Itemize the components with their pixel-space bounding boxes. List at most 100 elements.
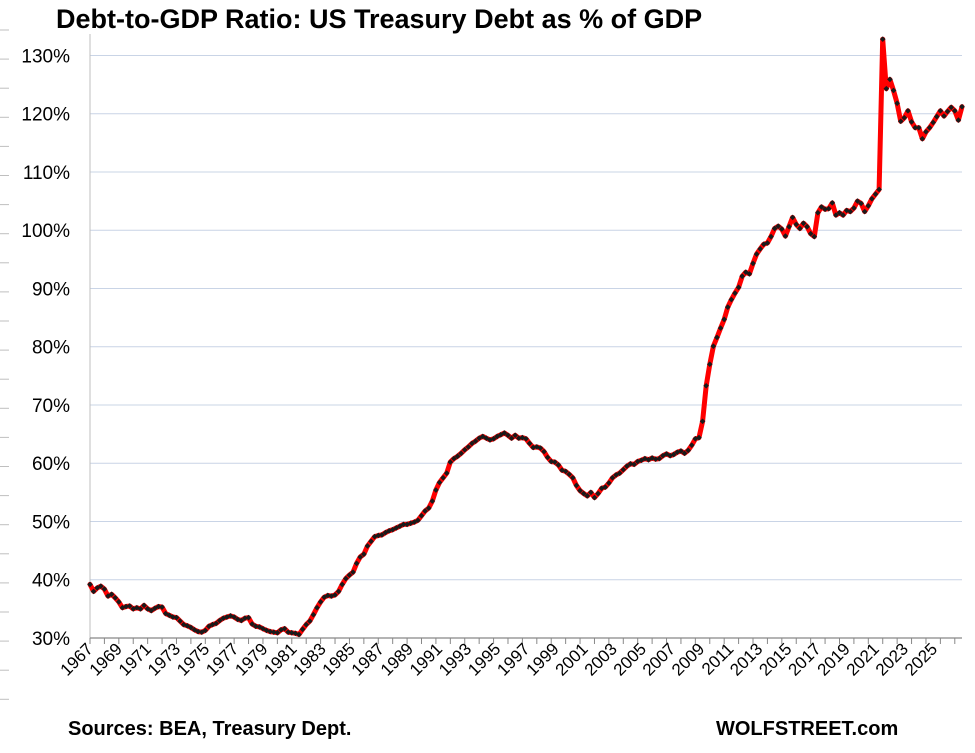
data-point: [750, 260, 756, 267]
data-point: [245, 614, 252, 621]
data-point: [876, 186, 882, 193]
data-point: [465, 444, 472, 450]
data-point: [87, 581, 93, 588]
data-point: [858, 200, 864, 207]
data-point: [861, 208, 868, 215]
data-point: [515, 435, 522, 442]
data-point: [195, 628, 201, 635]
data-point: [609, 474, 616, 481]
data-point: [461, 447, 468, 453]
data-point: [577, 487, 583, 494]
data-point: [433, 487, 439, 493]
data-point: [739, 273, 746, 280]
data-point: [555, 462, 562, 468]
data-point: [681, 450, 688, 457]
data-point: [944, 108, 951, 115]
data-point: [616, 470, 623, 476]
x-tick-label: 2021: [843, 639, 883, 679]
y-tick-label: 40%: [32, 571, 70, 592]
data-point: [141, 602, 147, 609]
data-point: [530, 444, 537, 451]
data-point: [314, 604, 320, 611]
data-point: [912, 124, 918, 131]
data-point: [324, 592, 331, 599]
data-point: [789, 214, 796, 221]
data-point: [901, 114, 908, 121]
data-point: [296, 631, 302, 638]
data-point: [786, 223, 792, 230]
x-tick-label: 1993: [435, 639, 475, 679]
data-point: [213, 620, 219, 627]
x-tick-label: 1985: [319, 639, 359, 679]
x-tick-label: 2023: [872, 639, 912, 679]
data-point: [652, 456, 659, 462]
x-tick-label: 2013: [726, 639, 766, 679]
data-point: [335, 588, 342, 595]
data-point: [306, 618, 313, 624]
data-point: [764, 240, 771, 246]
data-point: [90, 588, 97, 595]
data-point: [159, 604, 165, 610]
data-point: [620, 466, 627, 473]
data-point: [887, 76, 893, 83]
x-tick-label: 1979: [231, 639, 271, 679]
data-point: [631, 461, 637, 468]
data-point: [890, 87, 897, 94]
data-point: [242, 615, 248, 622]
data-point: [854, 198, 861, 204]
data-point: [602, 484, 609, 490]
data-point: [793, 221, 800, 228]
data-point: [541, 448, 547, 455]
data-point: [915, 124, 922, 131]
data-point: [591, 494, 598, 501]
data-point: [724, 304, 731, 310]
y-tick-label: 110%: [23, 163, 70, 184]
data-point: [570, 474, 576, 481]
data-point: [177, 618, 183, 624]
data-point: [825, 205, 832, 212]
x-tick-label: 1997: [493, 639, 533, 679]
data-point: [350, 569, 356, 576]
data-point: [800, 220, 807, 227]
data-point: [624, 463, 630, 469]
data-point: [930, 119, 937, 126]
data-point: [537, 445, 544, 451]
data-point: [905, 107, 911, 114]
data-point: [526, 440, 533, 447]
data-point: [472, 438, 479, 444]
chart-title: Debt-to-GDP Ratio: US Treasury Debt as %…: [56, 4, 703, 34]
x-tick-label: 2011: [698, 639, 737, 678]
data-point: [443, 470, 450, 476]
data-point: [123, 603, 129, 610]
data-point: [422, 508, 428, 514]
x-tick-label: 1969: [86, 639, 126, 679]
data-point: [137, 606, 144, 612]
data-point: [656, 455, 663, 462]
y-tick-label: 90%: [32, 279, 70, 300]
data-point: [580, 490, 587, 497]
data-point: [865, 202, 872, 209]
data-point: [436, 479, 443, 486]
data-point: [955, 117, 962, 123]
x-tick-label: 1995: [464, 639, 504, 679]
data-point: [548, 458, 555, 465]
data-point: [923, 128, 929, 135]
data-point: [115, 599, 122, 605]
data-point: [469, 440, 475, 447]
data-point: [897, 118, 904, 125]
x-tick-label: 1973: [144, 639, 184, 679]
data-point: [833, 212, 839, 218]
data-point: [148, 607, 155, 614]
data-point: [714, 334, 720, 341]
data-point: [101, 586, 108, 592]
x-tick-label: 2005: [610, 639, 650, 679]
x-tick-label: 2009: [668, 639, 708, 679]
data-point: [872, 191, 879, 197]
x-tick-label: 1981: [260, 639, 300, 679]
data-point: [797, 225, 803, 232]
data-point: [425, 505, 432, 511]
data-point: [343, 575, 349, 582]
data-point: [735, 284, 742, 291]
data-point: [699, 418, 706, 425]
data-point: [155, 603, 162, 610]
